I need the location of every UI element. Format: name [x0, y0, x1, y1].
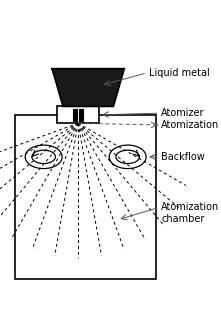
Text: Backflow: Backflow [161, 152, 205, 162]
Text: Atomization
chamber: Atomization chamber [161, 202, 219, 224]
Bar [57, 106, 99, 123]
Text: Liquid metal: Liquid metal [149, 68, 210, 78]
Polygon shape [52, 69, 124, 106]
Text: Atomization: Atomization [161, 120, 219, 130]
Bar [15, 115, 156, 279]
Bar [79, 109, 83, 121]
Bar [73, 109, 77, 121]
Text: Atomizer: Atomizer [161, 108, 205, 118]
